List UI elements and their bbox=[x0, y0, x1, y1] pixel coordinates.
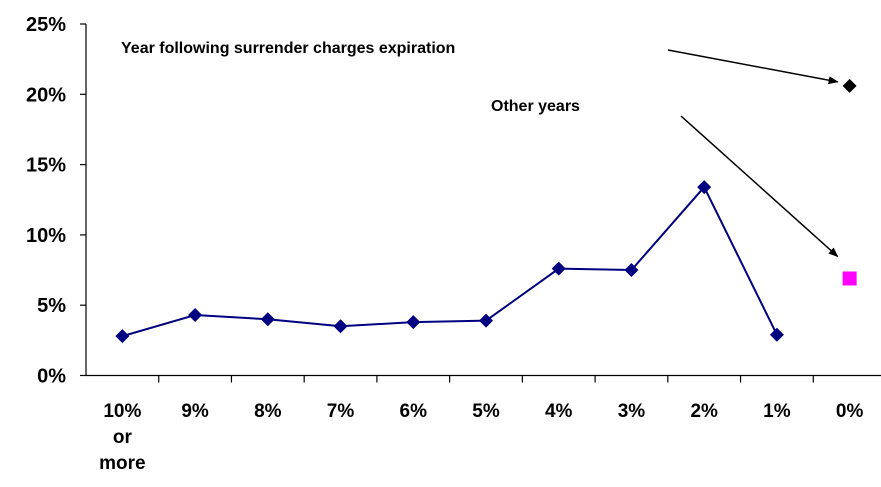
annotation-arrow bbox=[667, 49, 839, 85]
x-tick-label: 4% bbox=[545, 401, 573, 422]
series-line bbox=[122, 185, 778, 338]
x-tick-label: 7% bbox=[327, 401, 355, 422]
highlight-point-year-following bbox=[842, 78, 857, 93]
x-tick-label: 8% bbox=[254, 401, 282, 422]
x-tick-label: 1% bbox=[763, 401, 791, 422]
data-point bbox=[624, 263, 639, 278]
y-tick-label: 25% bbox=[26, 14, 66, 36]
y-tick-label: 5% bbox=[37, 295, 66, 317]
plot-area bbox=[115, 78, 857, 344]
x-tick-label: 10% bbox=[103, 401, 141, 422]
data-point bbox=[697, 180, 712, 195]
data-point bbox=[406, 315, 421, 330]
x-tick-label: 0% bbox=[836, 401, 864, 422]
x-tick-label: 9% bbox=[181, 401, 209, 422]
axes: 0% 5% 10% 15% 20% 25% 10% or more 9% 8% 7% 6% 5% 4% 3% 2… bbox=[26, 14, 881, 474]
highlight-point-other-years bbox=[842, 271, 857, 286]
x-tick-label: 5% bbox=[472, 401, 500, 422]
y-tick-label: 20% bbox=[26, 84, 66, 106]
y-tick-label: 15% bbox=[26, 155, 66, 177]
x-tick-label: 6% bbox=[400, 401, 428, 422]
data-point bbox=[333, 319, 348, 334]
x-tick-label: more bbox=[99, 453, 145, 474]
data-point bbox=[188, 308, 203, 323]
y-tick-label: 0% bbox=[37, 366, 66, 388]
data-point bbox=[260, 312, 275, 327]
data-point bbox=[769, 327, 784, 342]
data-point bbox=[115, 329, 130, 344]
y-tick-label: 10% bbox=[26, 225, 66, 247]
data-point bbox=[479, 313, 493, 328]
x-tick-label: 3% bbox=[618, 401, 646, 422]
annotation-arrow bbox=[680, 115, 839, 258]
annotation-label: Year following surrender charges expirat… bbox=[121, 40, 455, 57]
x-tick-label: or bbox=[113, 427, 133, 448]
data-point bbox=[551, 261, 566, 276]
annotation-label: Other years bbox=[491, 98, 580, 115]
x-tick-label: 2% bbox=[690, 401, 718, 422]
annotations: Year following surrender charges expirat… bbox=[121, 40, 839, 258]
